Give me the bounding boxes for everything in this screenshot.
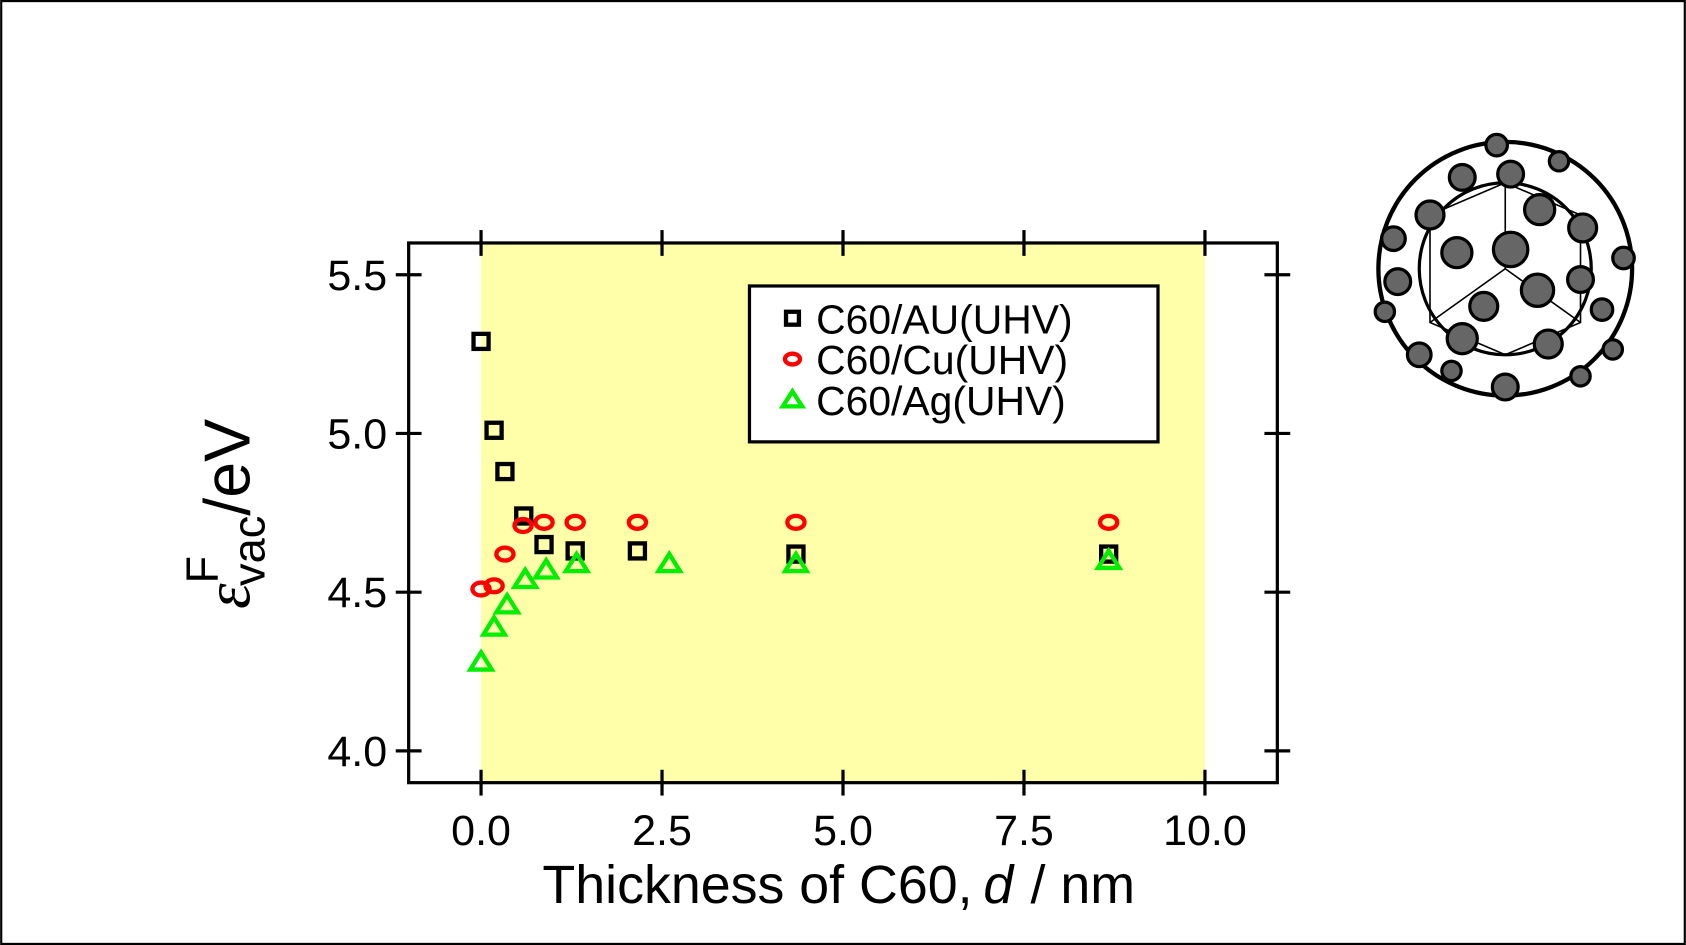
y-tick-label: 4.0 [327, 728, 387, 776]
x-label-variable: d [983, 855, 1015, 915]
marker-square [514, 506, 534, 526]
marker-circle [494, 545, 516, 563]
marker-triangle [510, 565, 540, 590]
marker-triangle [654, 549, 684, 574]
legend-marker [778, 387, 807, 409]
marker-triangle [479, 613, 509, 637]
x-tick-label: 0.0 [451, 807, 511, 855]
legend-marker [783, 309, 802, 327]
legend-label: C60/AU(UHV) [816, 296, 1072, 342]
marker-circle [512, 516, 534, 535]
y-label-symbol: ε [193, 583, 264, 609]
plot: 4.04.55.05.50.0 2.5 5.0 7.5 10.0C60/AU(UHV)C… [327, 230, 1291, 855]
marker-circle [626, 513, 649, 531]
legend-box [747, 284, 1160, 444]
marker-square [495, 461, 515, 482]
y-label-unit: /eV [192, 419, 264, 516]
marker-square [534, 534, 554, 555]
y-label-subscript: vac [224, 516, 275, 586]
marker-triangle [531, 556, 561, 580]
marker-circle [785, 513, 807, 531]
legend-marker [782, 351, 803, 367]
marker-triangle [466, 648, 496, 672]
x-label-suffix: / nm [1030, 855, 1135, 915]
marker-square [484, 420, 504, 440]
marker-square [786, 544, 806, 564]
y-tick-label: 5.0 [327, 411, 387, 459]
legend-label: C60/Cu(UHV) [816, 337, 1068, 383]
y-tick-label: 5.5 [327, 252, 387, 300]
marker-triangle [561, 549, 592, 574]
marker-triangle [492, 591, 522, 615]
x-tick-label: 2.5 [632, 807, 692, 855]
y-axis-label: εFvac/eV [176, 419, 274, 609]
marker-triangle [781, 549, 811, 574]
x-tick-label: 7.5 [994, 807, 1054, 855]
x-axis-label: Thickness of C60, d / nm [542, 855, 1135, 915]
c60-molecule [1373, 132, 1636, 402]
marker-triangle [1094, 546, 1124, 571]
marker-square [627, 541, 648, 561]
legend-label: C60/Ag(UHV) [816, 378, 1066, 424]
y-tick-label: 4.5 [327, 569, 387, 617]
x-tick-label: 10.0 [1163, 807, 1247, 855]
marker-circle [1097, 513, 1120, 531]
marker-circle [483, 577, 505, 595]
y-label-superscript: F [176, 556, 227, 584]
x-tick-label: 5.0 [813, 807, 873, 855]
x-label-prefix: Thickness of C60, [542, 855, 972, 915]
plot-border [407, 241, 1279, 785]
marker-square [471, 331, 491, 352]
marker-circle [533, 513, 555, 531]
marker-square [1098, 544, 1119, 564]
marker-circle [564, 513, 586, 531]
